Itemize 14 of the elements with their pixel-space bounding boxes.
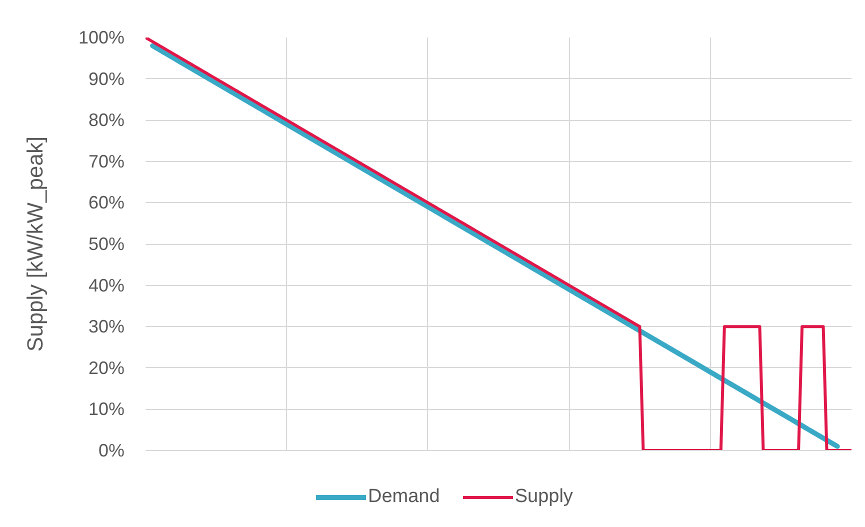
y-tick-label: 90% bbox=[88, 68, 125, 89]
y-tick-label: 50% bbox=[88, 234, 125, 254]
y-tick-label: 30% bbox=[88, 316, 125, 337]
y-tick-label: 40% bbox=[88, 275, 125, 296]
y-tick-label: 20% bbox=[88, 358, 125, 378]
legend-label: Demand bbox=[368, 486, 440, 508]
y-tick-label: 0% bbox=[98, 440, 124, 460]
y-tick-label: 70% bbox=[88, 151, 125, 172]
y-axis-title: Supply [kW/kW_peak] bbox=[22, 136, 48, 352]
legend-label: Supply bbox=[514, 486, 573, 508]
y-tick-label: 60% bbox=[88, 192, 125, 213]
y-tick-label: 80% bbox=[88, 110, 125, 130]
y-tick-label: 10% bbox=[88, 399, 125, 420]
y-tick-label: 100% bbox=[78, 28, 125, 48]
